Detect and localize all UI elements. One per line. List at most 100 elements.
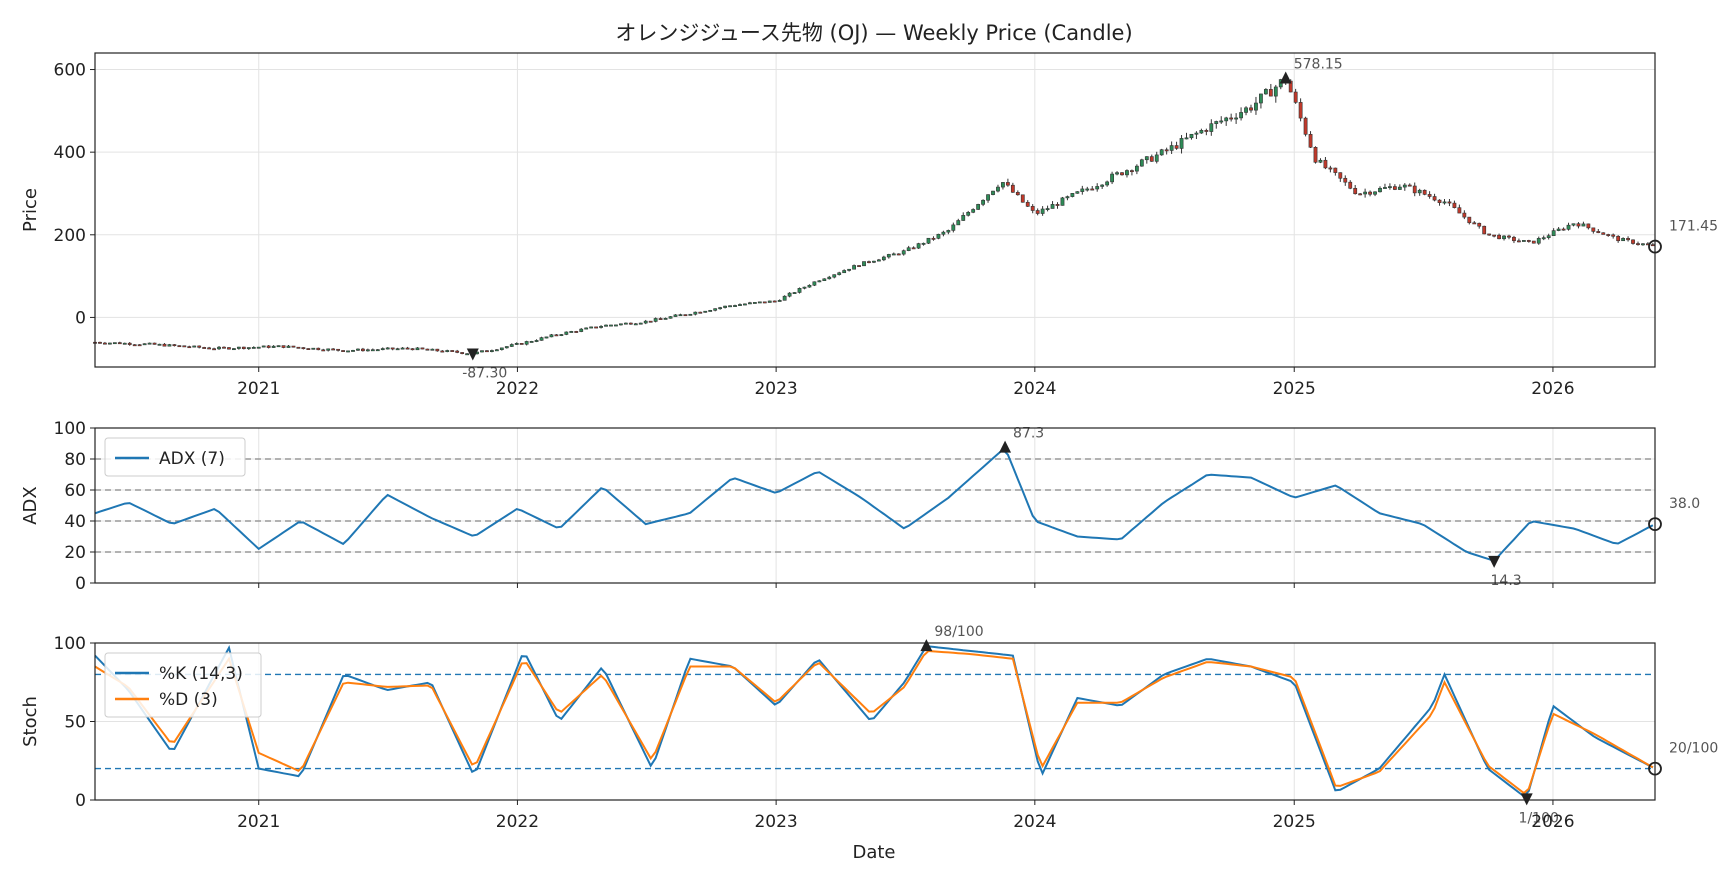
candle-body: [1040, 208, 1045, 214]
candle-body: [738, 304, 742, 306]
candle-body: [241, 346, 246, 350]
candle-body: [554, 334, 559, 337]
candle-body: [1616, 235, 1621, 242]
candle-body: [1521, 240, 1526, 242]
candle-body: [579, 328, 584, 332]
candle-body: [341, 350, 345, 352]
max-marker: [920, 639, 933, 652]
candle-body: [842, 270, 847, 274]
candle-body: [1229, 117, 1234, 120]
candle-body: [1224, 117, 1229, 122]
candle-body: [1358, 193, 1363, 196]
candle-body: [931, 237, 936, 240]
candle-body: [971, 209, 976, 213]
candle-body: [207, 347, 212, 350]
candle-body: [609, 324, 613, 327]
candle-body: [1070, 193, 1075, 197]
candle-body: [1392, 186, 1397, 190]
candle-body: [688, 313, 693, 316]
candle-body: [1397, 186, 1402, 190]
candle-body: [494, 349, 499, 352]
candle-body: [1407, 184, 1412, 187]
candle-body: [222, 346, 226, 349]
candle-body: [232, 348, 236, 351]
candle-body: [777, 300, 782, 302]
candle-body: [1199, 130, 1204, 134]
candle-body: [599, 326, 603, 328]
candle-body: [1432, 196, 1437, 201]
candle-body: [370, 349, 375, 352]
x-axis-label: Date: [852, 842, 895, 863]
candle-body: [1209, 123, 1214, 132]
candle-body: [246, 347, 251, 350]
candle-body: [891, 253, 896, 256]
min-label: 1/100: [1519, 810, 1559, 826]
min-marker: [1488, 555, 1501, 568]
candle-body: [450, 350, 455, 352]
candle-body: [1517, 240, 1521, 243]
legend-label: %K (14,3): [159, 664, 243, 684]
candle-body: [1010, 184, 1015, 193]
candle-body: [559, 334, 564, 336]
candle-body: [713, 308, 718, 311]
candle-body: [127, 342, 132, 345]
candle-body: [698, 311, 703, 314]
candle-body: [1368, 191, 1372, 195]
candle-body: [757, 301, 762, 304]
candle-body: [1462, 212, 1467, 218]
y-tick-label: 40: [64, 512, 86, 532]
candle-body: [817, 280, 822, 283]
y-tick-label: 80: [64, 450, 86, 470]
candle-body: [1641, 243, 1645, 246]
candle-body: [619, 323, 623, 326]
candle-body: [1159, 149, 1164, 156]
last-label: 20/100: [1669, 741, 1718, 757]
legend: %K (14,3) %D (3): [104, 652, 262, 718]
candle-body: [202, 347, 207, 349]
candle-body: [1120, 172, 1124, 176]
candle-body: [847, 268, 852, 271]
y-tick-label: 600: [54, 61, 86, 81]
candle-body: [683, 314, 688, 317]
legend: ADX (7): [104, 437, 246, 477]
candle-body: [1194, 132, 1199, 135]
candle-body: [1254, 102, 1258, 111]
candle-body: [529, 341, 534, 343]
candle-body: [852, 265, 856, 270]
candle-body: [648, 320, 653, 323]
candle-body: [1323, 159, 1328, 169]
candle-body: [534, 340, 539, 342]
candle-body: [1115, 172, 1119, 175]
series-line-1: [94, 644, 1654, 798]
candle-body: [261, 345, 266, 348]
max-label: 98/100: [934, 624, 983, 640]
candle-body: [400, 347, 405, 350]
candle-body: [430, 348, 435, 351]
candle-body: [733, 305, 737, 307]
candle-body: [748, 302, 752, 305]
y-axis-label: ADX: [20, 486, 41, 525]
candle-body: [1169, 145, 1174, 151]
axes-frame: [94, 427, 1656, 584]
candle-body: [157, 343, 162, 346]
candle-body: [1383, 187, 1387, 189]
x-tick-label: 2022: [496, 379, 539, 399]
candle-body: [772, 300, 777, 303]
candle-body: [276, 345, 281, 348]
candle-body: [1571, 223, 1576, 226]
candle-body: [1001, 182, 1005, 188]
candle-body: [1452, 202, 1457, 208]
axes-frame: [94, 52, 1656, 368]
candle-body: [1184, 137, 1189, 140]
candle-body: [752, 302, 757, 304]
candle-body: [117, 342, 122, 345]
panel-1: 0 200 400 600 578.15 -87.30 171.45 2021 2022 2023…: [20, 52, 1718, 399]
candle-body: [1100, 184, 1105, 187]
candle-body: [1050, 204, 1055, 209]
candle-body: [1566, 224, 1571, 230]
candle-body: [147, 342, 152, 345]
candle-body: [509, 344, 514, 347]
candle-body: [465, 353, 470, 356]
candle-body: [425, 348, 430, 351]
candle-body: [395, 348, 400, 351]
